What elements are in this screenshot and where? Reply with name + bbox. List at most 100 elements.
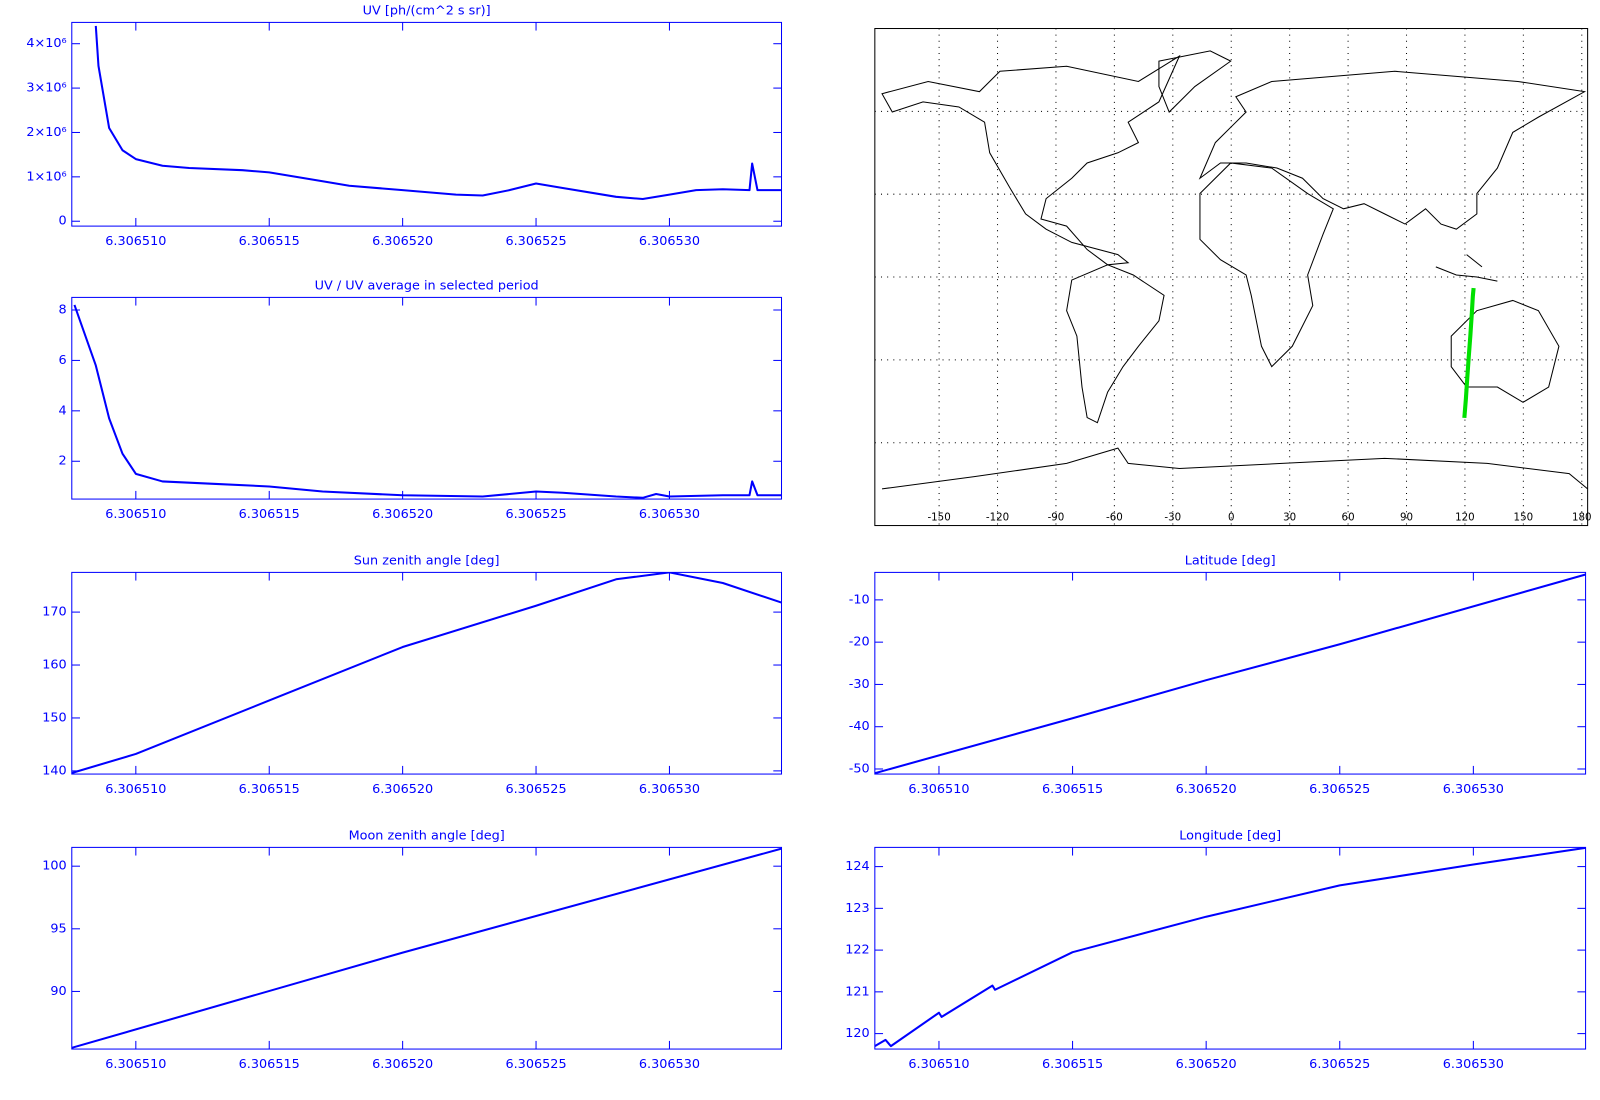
- eurasia: [1198, 70, 1587, 230]
- chart-title: Latitude [deg]: [1185, 554, 1276, 569]
- greenland: [1158, 50, 1232, 113]
- south-america: [1066, 264, 1165, 424]
- y-tick-label: 140: [42, 763, 66, 778]
- y-tick-label: 4×10⁶: [26, 36, 66, 51]
- x-tick-label: 0: [1228, 512, 1235, 523]
- y-tick-label: -50: [849, 762, 870, 777]
- plot-frame: [71, 571, 783, 775]
- x-tick-label: 6.306510: [105, 1057, 166, 1072]
- x-tick-label: -60: [1106, 512, 1123, 523]
- plot-frame: [71, 21, 783, 227]
- x-tick-label: 6.306515: [1042, 782, 1103, 797]
- x-tick-label: 6.306510: [908, 1057, 969, 1072]
- x-tick-label: 6.306510: [105, 507, 166, 522]
- antarctica: [881, 447, 1588, 490]
- y-tick-label: 100: [42, 859, 66, 874]
- y-tick-label: -40: [849, 719, 870, 734]
- x-tick-label: 6.306520: [372, 1057, 433, 1072]
- x-tick-label: -120: [986, 512, 1009, 523]
- y-tick-label: 90: [50, 984, 66, 999]
- y-tick-label: 8: [59, 303, 67, 318]
- plot-area: UV [ph/(cm^2 s sr)] 6.306510 6.306515 6.306…: [26, 4, 1591, 1072]
- data-line: [94, 25, 782, 201]
- y-tick-label: 3×10⁶: [26, 81, 66, 96]
- data-line: [71, 847, 782, 1049]
- y-tick-label: -10: [849, 592, 870, 607]
- y-tick-label: 170: [42, 605, 66, 620]
- x-tick-label: 6.306515: [239, 782, 300, 797]
- y-tick-label: 95: [50, 921, 66, 936]
- chart-title: UV [ph/(cm^2 s sr)]: [363, 4, 491, 19]
- data-line: [71, 572, 782, 774]
- y-tick-label: 1×10⁶: [26, 169, 66, 184]
- y-tick-label: 2: [59, 454, 67, 469]
- x-tick-label: 6.306520: [372, 234, 433, 249]
- y-tick-label: 123: [845, 901, 869, 916]
- x-tick-label: 6.306530: [1443, 1057, 1504, 1072]
- x-tick-label: 180: [1572, 512, 1592, 523]
- x-tick-label: 60: [1342, 512, 1355, 523]
- x-tick-label: 6.306520: [1176, 1057, 1237, 1072]
- x-tick-label: 6.306525: [505, 1057, 566, 1072]
- x-tick-label: -90: [1048, 512, 1065, 523]
- y-tick-label: 121: [845, 984, 869, 999]
- data-line: [73, 304, 782, 499]
- x-tick-label: 6.306525: [505, 234, 566, 249]
- plot-frame: [71, 296, 783, 500]
- y-tick-label: 150: [42, 710, 66, 725]
- x-tick-label: 6.306520: [372, 782, 433, 797]
- y-tick-label: 120: [845, 1026, 869, 1041]
- x-tick-label: 6.306525: [505, 507, 566, 522]
- x-tick-label: 6.306530: [639, 234, 700, 249]
- y-tick-label: 122: [845, 943, 869, 958]
- x-tick-label: 6.306530: [639, 507, 700, 522]
- indonesia: [1435, 254, 1498, 282]
- x-tick-label: -150: [927, 512, 950, 523]
- x-tick-label: 120: [1455, 512, 1475, 523]
- x-tick-label: 90: [1400, 512, 1413, 523]
- x-tick-label: 6.306525: [505, 782, 566, 797]
- plot-frame: [874, 846, 1587, 1050]
- chart-title: Moon zenith angle [deg]: [349, 829, 505, 844]
- x-tick-label: 6.306515: [239, 234, 300, 249]
- x-tick-label: 6.306520: [1176, 782, 1237, 797]
- x-tick-label: 6.306515: [239, 1057, 300, 1072]
- x-tick-label: 6.306530: [639, 1057, 700, 1072]
- y-tick-label: 0: [59, 214, 67, 229]
- africa: [1199, 162, 1334, 368]
- chart-title: UV / UV average in selected period: [315, 279, 539, 294]
- data-line: [874, 847, 1586, 1048]
- land-outline: [881, 50, 1588, 490]
- y-tick-label: -20: [849, 635, 870, 650]
- y-tick-label: 124: [845, 859, 869, 874]
- plot-frame: [874, 571, 1587, 775]
- ground-track: [1462, 287, 1476, 419]
- plot-frame: [874, 28, 1589, 527]
- y-tick-label: -30: [849, 677, 870, 692]
- x-tick-label: 6.306510: [105, 234, 166, 249]
- x-tick-label: 6.306530: [1443, 782, 1504, 797]
- chart-title: Longitude [deg]: [1179, 829, 1281, 844]
- north-america: [881, 54, 1181, 266]
- y-tick-label: 6: [59, 353, 67, 368]
- x-tick-label: 6.306525: [1309, 782, 1370, 797]
- x-tick-label: 6.306515: [239, 507, 300, 522]
- australia: [1450, 299, 1560, 403]
- plot-frame: [71, 846, 783, 1050]
- x-tick-label: 30: [1283, 512, 1296, 523]
- y-tick-label: 4: [59, 403, 67, 418]
- x-tick-label: -30: [1164, 512, 1181, 523]
- x-tick-label: 6.306510: [105, 782, 166, 797]
- x-tick-label: 6.306525: [1309, 1057, 1370, 1072]
- x-tick-label: 6.306515: [1042, 1057, 1103, 1072]
- x-tick-label: 6.306530: [639, 782, 700, 797]
- x-tick-label: 6.306510: [908, 782, 969, 797]
- y-tick-label: 160: [42, 658, 66, 673]
- chart-title: Sun zenith angle [deg]: [354, 554, 500, 569]
- x-tick-label: 6.306520: [372, 507, 433, 522]
- y-tick-label: 2×10⁶: [26, 125, 66, 140]
- x-tick-label: 150: [1514, 512, 1534, 523]
- data-line: [874, 573, 1586, 775]
